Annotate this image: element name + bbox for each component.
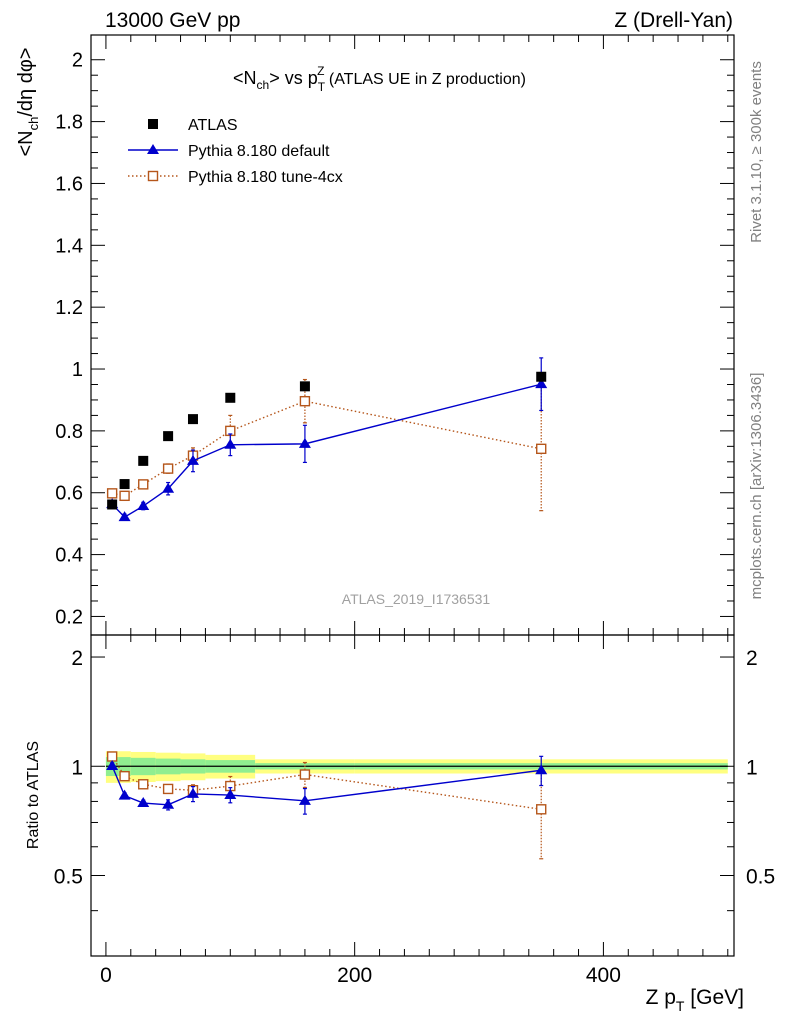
x-tick-label: 400 bbox=[586, 964, 621, 987]
ratio-pythia-default-point bbox=[298, 794, 311, 805]
ratio-y-tick-label-right: 2 bbox=[746, 647, 758, 670]
header-collision: 13000 GeV pp bbox=[105, 9, 240, 32]
ratio-y-tick-label-right: 1 bbox=[746, 756, 758, 779]
tune4cx-point bbox=[106, 488, 118, 499]
ratio-tune4cx-point bbox=[162, 783, 174, 795]
tune4cx-point bbox=[119, 490, 130, 502]
legend-item-atlas: ATLAS bbox=[148, 117, 238, 134]
ratio-y-tick-label-left: 2 bbox=[71, 647, 83, 670]
ratio-tune4cx-point bbox=[138, 779, 149, 790]
pythia-default-point bbox=[535, 378, 548, 389]
y-tick-label: 2 bbox=[72, 50, 83, 72]
main-panel: 0.2 0.4 0.6 0.8 1 1.2 1.4 1.6 1.8 2 <Nch> vs pTZ … bbox=[15, 34, 735, 636]
y-tick-label: 1.4 bbox=[55, 235, 83, 257]
x-axis-label: Z pT [GeV] bbox=[646, 986, 744, 1014]
ylabel-part-a: <N bbox=[15, 130, 37, 156]
analysis-watermark: ATLAS_2019_I1736531 bbox=[342, 591, 491, 607]
ratio-pythia-default-point bbox=[535, 764, 548, 775]
ratio-y-tick-label-right: 0.5 bbox=[746, 865, 775, 888]
ratio-tune4cx-point bbox=[536, 804, 547, 815]
legend-marker-pythia-tune4cx bbox=[147, 170, 159, 182]
legend-marker-atlas bbox=[148, 119, 158, 129]
atlas-point bbox=[299, 381, 310, 392]
main-y-ticks: 0.2 0.4 0.6 0.8 1 1.2 1.4 1.6 1.8 2 bbox=[55, 35, 734, 635]
tune4cx-line bbox=[112, 400, 542, 497]
title-part-b: > vs p bbox=[269, 68, 318, 88]
main-y-label: <Nch/dη dφ> bbox=[15, 48, 41, 157]
main-title: <Nch> vs pTZ (ATLAS UE in Z production) bbox=[233, 64, 526, 94]
tune4cx-point bbox=[138, 479, 149, 490]
ratio-pythia-default-point bbox=[224, 789, 237, 800]
y-tick-label: 1 bbox=[72, 359, 83, 381]
legend-item-pythia-tune4cx: Pythia 8.180 tune-4cx bbox=[128, 169, 343, 186]
y-tick-label: 0.6 bbox=[55, 483, 83, 505]
atlas-point bbox=[187, 414, 198, 425]
xlabel-part-b: [GeV] bbox=[684, 986, 744, 1009]
main-series-layer bbox=[106, 357, 548, 522]
pythia-default-line bbox=[111, 383, 542, 519]
legend-label-pythia-tune4cx: Pythia 8.180 tune-4cx bbox=[188, 169, 343, 186]
ratio-bands bbox=[105, 751, 728, 783]
ratio-tune4cx-point bbox=[106, 751, 118, 762]
legend-marker-pythia-default bbox=[147, 144, 159, 154]
ylabel-part-a-sub: ch bbox=[26, 117, 41, 131]
ratio-panel: 0.5 0.5 1 1 2 2 0 200 400 Ratio to ATLAS Z pT [G… bbox=[25, 634, 775, 1014]
ratio-ticks: 0.5 0.5 1 1 2 2 0 200 400 bbox=[54, 635, 775, 987]
atlas-point bbox=[107, 499, 118, 510]
y-tick-label: 1.6 bbox=[55, 173, 83, 195]
pythia-default-point bbox=[186, 454, 199, 465]
atlas-point bbox=[138, 455, 149, 466]
tune4cx-point bbox=[536, 443, 547, 455]
xlabel-part-a-sub: T bbox=[676, 998, 685, 1014]
ratio-series-layer bbox=[106, 751, 548, 860]
atlas-point bbox=[163, 431, 174, 442]
pythia-default-point bbox=[137, 500, 150, 511]
x-tick-label: 200 bbox=[337, 964, 372, 987]
ratio-y-label: Ratio to ATLAS bbox=[25, 741, 42, 849]
atlas-point bbox=[536, 371, 547, 382]
y-tick-label: 0.8 bbox=[55, 421, 83, 443]
ratio-tune4cx-point bbox=[119, 770, 130, 782]
ratio-y-tick-label-left: 0.5 bbox=[54, 865, 83, 888]
pythia-default-point bbox=[224, 438, 237, 449]
ratio-pythia-default-point bbox=[137, 797, 150, 808]
title-part-b-sub: T bbox=[318, 80, 326, 94]
ratio-frame bbox=[90, 634, 735, 957]
header-process: Z (Drell-Yan) bbox=[614, 9, 733, 32]
legend-item-pythia-default: Pythia 8.180 default bbox=[128, 143, 330, 160]
y-tick-label: 0.2 bbox=[55, 606, 83, 628]
y-tick-label: 1.2 bbox=[55, 297, 83, 319]
title-part-a-sub: ch bbox=[257, 78, 270, 92]
atlas-point bbox=[119, 479, 130, 490]
pythia-default-point bbox=[298, 437, 311, 448]
legend-label-atlas: ATLAS bbox=[188, 117, 238, 134]
legend: ATLAS Pythia 8.180 default Pythia 8.180 … bbox=[128, 117, 343, 186]
y-tick-label: 0.4 bbox=[55, 545, 83, 567]
ratio-pythia-default-point bbox=[186, 787, 199, 798]
ratio-y-tick-label-left: 1 bbox=[71, 756, 83, 779]
mcplots-label: mcplots.cern.ch [arXiv:1306.3436] bbox=[748, 373, 765, 600]
title-part-b-sup: Z bbox=[317, 64, 324, 78]
xlabel-part-a: Z p bbox=[646, 986, 676, 1009]
ratio-tune4cx-line bbox=[111, 756, 542, 810]
tune4cx-point bbox=[162, 463, 174, 474]
tune4cx-point bbox=[299, 395, 311, 407]
ylabel-part-b: /dη dφ> bbox=[15, 48, 37, 117]
ratio-pythia-default-point bbox=[162, 798, 175, 809]
ratio-pythia-default-point bbox=[118, 789, 131, 800]
y-tick-label: 1.8 bbox=[55, 112, 83, 134]
x-tick-label: 0 bbox=[100, 964, 112, 987]
pythia-default-point bbox=[162, 482, 175, 493]
ratio-tune4cx-point bbox=[299, 769, 311, 780]
title-part-a: <N bbox=[233, 68, 257, 88]
ratio-pythia-default-point bbox=[106, 759, 119, 770]
pythia-default-point bbox=[118, 511, 131, 522]
title-part-c: (ATLAS UE in Z production) bbox=[324, 71, 526, 88]
rivet-label: Rivet 3.1.10, ≥ 300k events bbox=[748, 61, 765, 243]
atlas-point bbox=[225, 392, 236, 403]
legend-label-pythia-default: Pythia 8.180 default bbox=[188, 143, 330, 160]
